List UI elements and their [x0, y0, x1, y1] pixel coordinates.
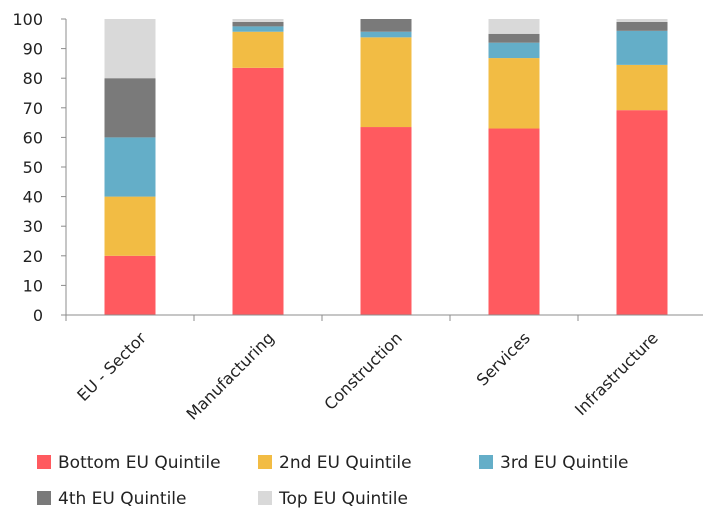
- legend: Bottom EU Quintile 2nd EU Quintile 3rd EU …: [37, 453, 629, 509]
- y-tick-label: 20: [23, 247, 43, 266]
- bar-segment: [360, 19, 412, 32]
- x-category-label: Manufacturing: [182, 328, 277, 423]
- x-category-label: Infrastructure: [571, 328, 662, 419]
- bar-segment: [360, 37, 412, 128]
- y-tick-label: 60: [23, 128, 43, 147]
- legend-label: Top EU Quintile: [278, 489, 408, 509]
- legend-label: 2nd EU Quintile: [279, 453, 412, 473]
- bar-segment: [616, 30, 668, 65]
- y-tick-label: 100: [12, 10, 43, 29]
- bar-segment: [488, 58, 540, 129]
- bar-segment: [104, 137, 156, 197]
- bars-layer: [104, 19, 668, 315]
- bar-segment: [360, 31, 412, 38]
- y-tick-label: 70: [23, 99, 43, 118]
- bar-segment: [488, 19, 540, 34]
- legend-swatch: [37, 455, 51, 469]
- legend-label: Bottom EU Quintile: [58, 453, 221, 473]
- y-tick-label: 50: [23, 158, 43, 177]
- legend-swatch: [258, 455, 272, 469]
- legend-item: Top EU Quintile: [258, 489, 408, 509]
- bar-segment: [232, 67, 284, 315]
- bar-segment: [232, 19, 284, 22]
- bar-segment: [232, 31, 284, 68]
- legend-item: 4th EU Quintile: [37, 489, 186, 509]
- y-tick-label: 40: [23, 188, 43, 207]
- bar-segment: [104, 255, 156, 315]
- y-tick-label: 90: [23, 40, 43, 59]
- bar-segment: [232, 21, 284, 27]
- bar-segment: [488, 42, 540, 59]
- bar-segment: [616, 19, 668, 22]
- x-category-label: EU - Sector: [73, 328, 150, 405]
- y-tick-label: 80: [23, 69, 43, 88]
- legend-item: 3rd EU Quintile: [479, 453, 629, 473]
- bar-segment: [488, 33, 540, 43]
- bar-segment: [488, 128, 540, 315]
- legend-swatch: [37, 491, 51, 505]
- bar-segment: [104, 19, 156, 79]
- bar-segment: [104, 78, 156, 138]
- bar-segment: [104, 196, 156, 256]
- x-category-label: Construction: [320, 328, 405, 413]
- legend-label: 4th EU Quintile: [58, 489, 186, 509]
- x-category-label: Services: [473, 328, 534, 389]
- legend-swatch: [258, 491, 272, 505]
- bar-segment: [360, 127, 412, 315]
- legend-item: Bottom EU Quintile: [37, 453, 221, 473]
- bar-segment: [616, 64, 668, 111]
- y-tick-label: 0: [33, 306, 43, 325]
- legend-item: 2nd EU Quintile: [258, 453, 412, 473]
- legend-label: 3rd EU Quintile: [500, 453, 629, 473]
- bar-segment: [616, 21, 668, 31]
- bar-segment: [616, 110, 668, 315]
- y-tick-label: 10: [23, 276, 43, 295]
- y-tick-label: 30: [23, 217, 43, 236]
- bar-segment: [232, 26, 284, 32]
- legend-swatch: [479, 455, 493, 469]
